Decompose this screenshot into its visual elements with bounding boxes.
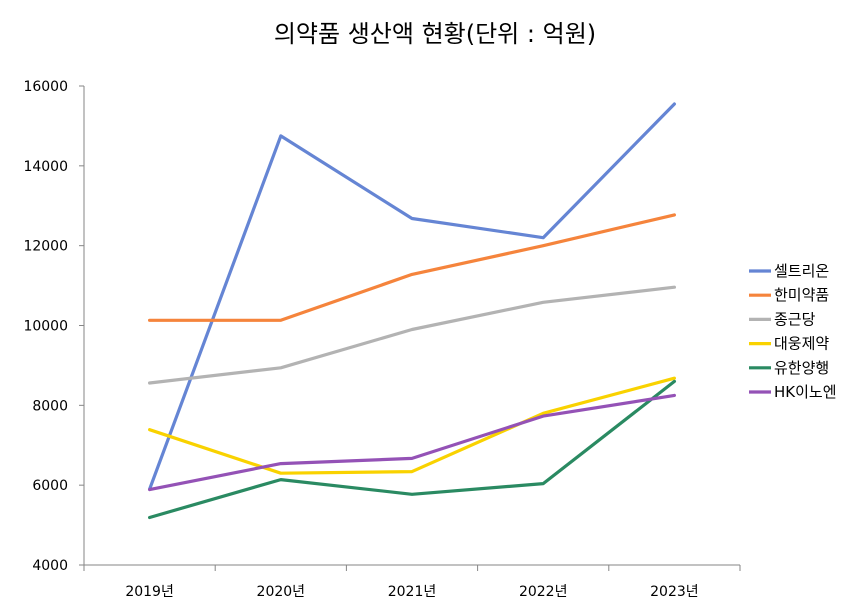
legend-label: 종근당 bbox=[774, 310, 816, 328]
chart-title: 의약품 생산액 현황(단위 : 억원) bbox=[274, 20, 596, 48]
y-tick-label: 6000 bbox=[32, 478, 68, 494]
series-line-3 bbox=[148, 285, 677, 385]
legend-label: 유한양행 bbox=[774, 359, 829, 377]
legend-label: 대웅제약 bbox=[774, 335, 829, 353]
y-tick-label: 10000 bbox=[23, 319, 68, 335]
legend-label: 한미약품 bbox=[774, 286, 829, 304]
y-tick-label: 14000 bbox=[23, 159, 68, 175]
axes: 4000 6000 8000 10000 12000 14000 16000 2019년 202… bbox=[23, 79, 741, 600]
series-layer bbox=[148, 102, 677, 520]
x-tick-label: 2021년 bbox=[388, 584, 437, 600]
series-line-6 bbox=[148, 393, 677, 492]
x-tick-label: 2023년 bbox=[650, 584, 699, 600]
y-tick-label: 12000 bbox=[23, 239, 68, 255]
series-line-1 bbox=[148, 102, 677, 491]
y-tick-label: 16000 bbox=[23, 79, 68, 95]
y-tick-label: 4000 bbox=[32, 558, 68, 574]
x-tick-label: 2022년 bbox=[519, 584, 568, 600]
x-tick-label: 2020년 bbox=[257, 584, 306, 600]
y-tick-label: 8000 bbox=[32, 398, 68, 414]
x-tick-label: 2019년 bbox=[125, 584, 174, 600]
series-line-5 bbox=[148, 379, 677, 520]
legend-label: 셀트리온 bbox=[774, 262, 829, 280]
series-line-2 bbox=[148, 213, 677, 322]
legend-label: HK이노엔 bbox=[774, 383, 837, 401]
series-line-4 bbox=[148, 376, 677, 475]
